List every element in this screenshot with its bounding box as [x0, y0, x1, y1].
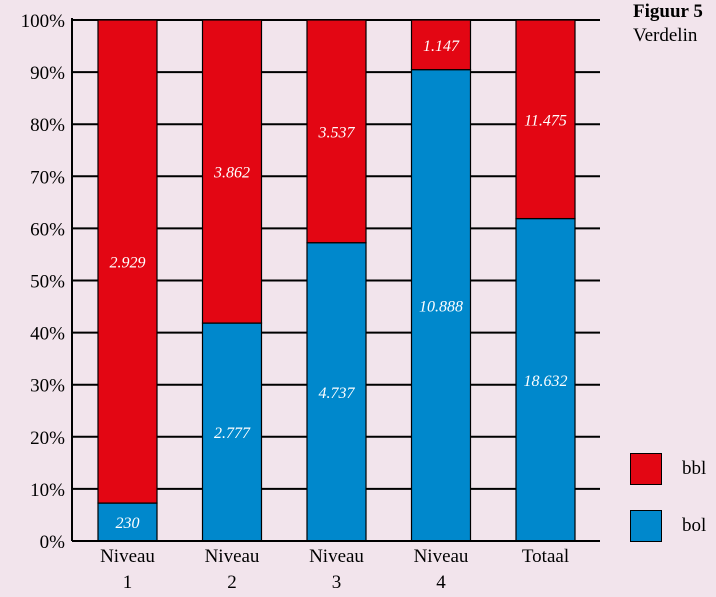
figure-number: Figuur 5	[633, 1, 703, 22]
data-label-bbl: 11.475	[524, 112, 567, 129]
x-tick-label: Niveau 4	[414, 546, 469, 593]
x-tick-label: Totaal	[522, 546, 569, 567]
y-tick-label: 30%	[30, 376, 65, 397]
data-label-bol: 18.632	[524, 373, 568, 390]
bar-bbl	[201, 19, 263, 324]
x-tick-labels: Niveau 1 Niveau 2 Niveau 3 Niveau 4 Totaal	[100, 546, 569, 593]
x-tick-label: Niveau 2	[205, 546, 260, 593]
y-tick-label: 90%	[30, 63, 65, 84]
legend-swatch-bol	[630, 510, 662, 542]
bar-bbl	[306, 19, 367, 244]
y-tick-labels: 0% 10% 20% 30% 40% 50% 60% 70% 80% 90% 100%	[21, 11, 66, 553]
y-tick-label: 50%	[30, 272, 65, 293]
y-tick-label: 70%	[30, 167, 65, 188]
y-tick-label: 0%	[40, 532, 66, 553]
y-tick-label: 10%	[30, 480, 65, 501]
legend-swatch-bbl	[630, 453, 662, 485]
axes	[71, 18, 600, 542]
y-tick-label: 100%	[21, 11, 66, 32]
data-label-bbl: 2.929	[110, 255, 146, 272]
data-label-bbl: 3.862	[213, 165, 250, 182]
bar-bbl	[97, 19, 158, 504]
figure-title: Figuur 5 Verdelin	[633, 0, 703, 48]
data-label-bol: 10.888	[419, 298, 463, 315]
x-tick-label: Niveau 1	[100, 546, 155, 593]
bar-bbl	[410, 19, 472, 71]
data-label-bol: 2.777	[214, 425, 251, 442]
figure-subtitle: Verdelin	[633, 25, 698, 46]
x-tick-label: Niveau 3	[309, 546, 364, 593]
legend-label-bol: bol	[682, 515, 707, 536]
legend-item-bbl: bbl	[630, 452, 706, 486]
data-label-bol: 230	[116, 515, 140, 532]
y-tick-label: 60%	[30, 219, 65, 240]
y-tick-label: 80%	[30, 115, 65, 136]
y-tick-label: 40%	[30, 324, 65, 345]
data-label-bbl: 1.147	[423, 38, 460, 55]
bar-bol	[306, 242, 367, 542]
bar-labels: 230 2.929 2.777 3.862 4.737 3.537 10.888 1.147 1…	[110, 38, 568, 532]
bar-bol	[515, 217, 576, 542]
legend-item-bol: bol	[630, 509, 706, 543]
data-label-bol: 4.737	[319, 385, 356, 402]
bar-bol	[410, 69, 472, 542]
y-tick-label: 20%	[30, 428, 65, 449]
legend-label-bbl: bbl	[682, 458, 707, 479]
bar-bbl	[515, 19, 576, 220]
data-label-bbl: 3.537	[318, 124, 356, 141]
